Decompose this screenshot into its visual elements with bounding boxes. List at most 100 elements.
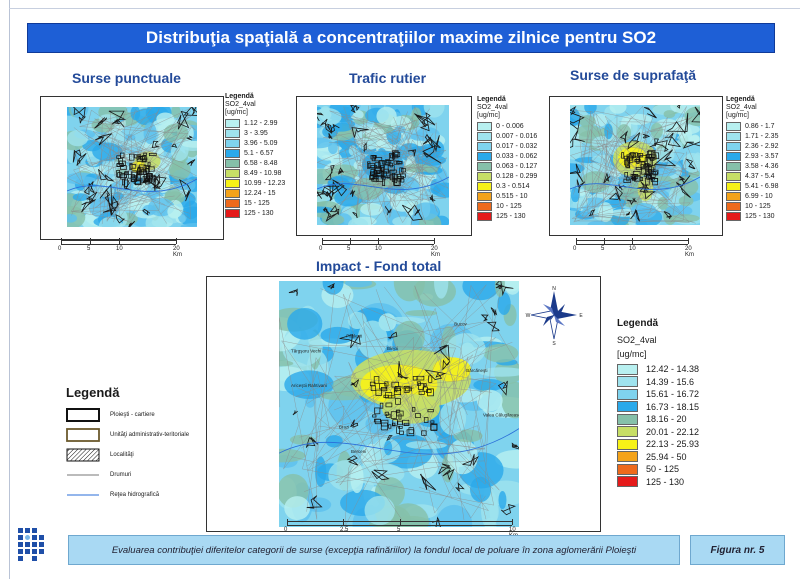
legend-label: 0.86 - 1.7 xyxy=(745,122,775,130)
figure-label: Figura nr. 5 xyxy=(690,535,785,565)
legend-swatch xyxy=(225,168,240,178)
page-frame-top xyxy=(9,8,800,9)
legend-field: SO2_4val xyxy=(617,335,657,345)
legend-label: 15 - 125 xyxy=(244,199,270,207)
legend-swatch xyxy=(726,151,741,161)
legend-item: 0.515 - 10 xyxy=(477,191,537,201)
legend-label: 10 - 125 xyxy=(745,202,771,210)
legend-swatch xyxy=(477,131,492,141)
legend-item: 5.41 - 6.98 xyxy=(726,181,778,191)
symbol-label: Unităţi administrativ-teritoriale xyxy=(110,432,190,438)
legend-item: 1.71 - 2.35 xyxy=(726,131,778,141)
legend-label: 4.37 - 5.4 xyxy=(745,172,775,180)
legend-unit: [ug/mc] xyxy=(225,109,248,116)
legend-swatch xyxy=(477,171,492,181)
river-line-icon xyxy=(66,488,100,502)
legend-label: 22.13 - 25.93 xyxy=(646,439,700,450)
footer-text: Evaluarea contribuţiei diferitelor categ… xyxy=(111,544,637,556)
legend-label: 0.007 - 0.016 xyxy=(496,132,538,140)
legend-items: 0.86 - 1.7 1.71 - 2.35 2.36 - 2.92 2.93 - 3… xyxy=(726,121,778,221)
scale-tick xyxy=(61,238,62,244)
map-area-sources[interactable] xyxy=(549,96,723,236)
legend-unit: [ug/mc] xyxy=(477,112,500,119)
legend-item: 2.93 - 3.57 xyxy=(726,151,778,161)
map-road-traffic[interactable] xyxy=(296,96,472,236)
legend-swatch xyxy=(726,141,741,151)
legend-swatch xyxy=(225,188,240,198)
scale-tick xyxy=(343,519,344,525)
legend-field: SO2_4val xyxy=(726,104,757,111)
map-impact-total[interactable]: Ploieşti Bărcăneşti Blejoi Păulești Târgşoru… xyxy=(206,276,601,539)
legend-label: 125 - 130 xyxy=(496,212,526,220)
symbol-label: Drumuri xyxy=(110,472,132,478)
legend-swatch xyxy=(726,121,741,131)
legend-unit: [ug/mc] xyxy=(726,112,749,119)
legend-item: 6.99 - 10 xyxy=(726,191,778,201)
place-label: Ploieşti xyxy=(399,385,414,390)
legend-item: 125 - 130 xyxy=(477,211,537,221)
footer-caption: Evaluarea contribuţiei diferitelor categ… xyxy=(68,535,680,565)
legend-swatch xyxy=(477,211,492,221)
legend-item: 12.24 - 15 xyxy=(225,188,285,198)
scale-tick xyxy=(176,238,177,244)
scale-tick xyxy=(287,519,288,525)
scale-label: 5 xyxy=(601,246,605,252)
legend-label: 50 - 125 xyxy=(646,464,680,475)
scale-label: 5 xyxy=(347,246,351,252)
legend-items: 0 - 0.006 0.007 - 0.016 0.017 - 0.032 0.033… xyxy=(477,121,537,221)
scale-label: 5 xyxy=(397,527,401,533)
scale-label: 10 xyxy=(629,246,636,252)
legend-item: 3.96 - 5.09 xyxy=(225,138,285,148)
legend-item: 14.39 - 15.6 xyxy=(617,376,699,389)
legend-item: 2.36 - 2.92 xyxy=(726,141,778,151)
scale-bar-area-sources: 0 5 10 20 Km xyxy=(573,238,694,258)
legend-item: 22.13 - 25.93 xyxy=(617,438,699,451)
legend-area-sources: Legendă SO2_4val [ug/mc] 0.86 - 1.7 1.71 … xyxy=(726,96,778,221)
symbol-legend-title: Legendă xyxy=(66,385,120,400)
legend-item: 0.86 - 1.7 xyxy=(726,121,778,131)
page-frame-left xyxy=(9,0,10,579)
place-label: Păulești xyxy=(346,334,362,339)
legend-label: 125 - 130 xyxy=(745,212,775,220)
legend-item: 50 - 125 xyxy=(617,463,699,476)
legend-item: 0.3 - 0.514 xyxy=(477,181,537,191)
legend-item: 20.01 - 22.12 xyxy=(617,426,699,439)
legend-item: 0.063 - 0.127 xyxy=(477,161,537,171)
legend-field: SO2_4val xyxy=(225,101,256,108)
symbol-label: Reţea hidrografică xyxy=(110,492,160,498)
legend-label: 18.16 - 20 xyxy=(646,414,687,425)
scale-tick xyxy=(576,238,577,244)
legend-label: 3.58 - 4.36 xyxy=(745,162,779,170)
legend-label: 0.3 - 0.514 xyxy=(496,182,530,190)
legend-label: 0.515 - 10 xyxy=(496,192,528,200)
legend-item: 25.94 - 50 xyxy=(617,451,699,464)
legend-swatch xyxy=(225,118,240,128)
legend-swatch xyxy=(726,131,741,141)
panel-title-area-sources: Surse de suprafaţă xyxy=(570,67,697,83)
legend-label: 16.73 - 18.15 xyxy=(646,401,700,412)
map-point-sources-raster xyxy=(67,107,197,227)
scale-tick xyxy=(434,238,435,244)
scale-label: 10 xyxy=(375,246,382,252)
place-label: Ariceştii Rahtivani xyxy=(291,383,327,388)
scale-label: 0 xyxy=(284,527,288,533)
admin-unit-symbol-icon xyxy=(66,428,100,442)
legend-label: 0.128 - 0.299 xyxy=(496,172,538,180)
legend-swatch xyxy=(225,198,240,208)
legend-swatch xyxy=(225,128,240,138)
scale-bar-road-traffic: 0 5 10 20 Km xyxy=(319,238,440,258)
map-point-sources[interactable] xyxy=(40,96,224,240)
scale-label: 10 xyxy=(116,246,123,252)
scale-label: 20 Km xyxy=(685,246,694,258)
scale-label: 0 xyxy=(58,246,62,252)
figure-label-text: Figura nr. 5 xyxy=(710,544,765,556)
legend-label: 25.94 - 50 xyxy=(646,451,687,462)
legend-label: 0.063 - 0.127 xyxy=(496,162,538,170)
symbol-row-districts: Ploieşti - cartiere xyxy=(66,405,189,425)
legend-field: SO2_4val xyxy=(477,104,508,111)
scale-bar-line xyxy=(61,240,176,245)
legend-item: 15 - 125 xyxy=(225,198,285,208)
place-label: Valea Călugărească xyxy=(483,412,519,417)
legend-swatch xyxy=(726,201,741,211)
